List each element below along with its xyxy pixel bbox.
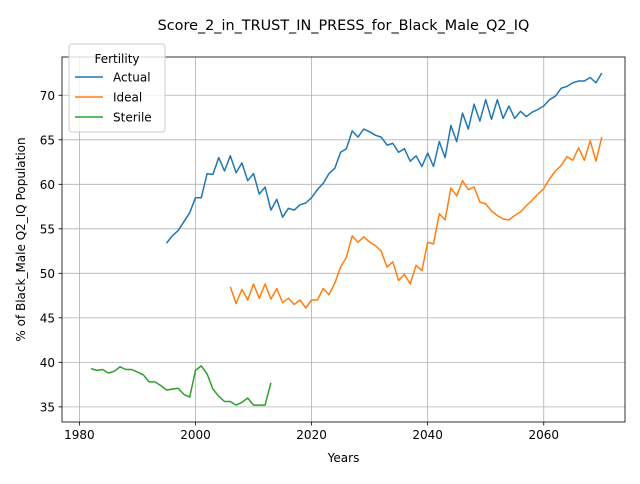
y-tick-label: 45 [40, 311, 55, 325]
legend-label-ideal: Ideal [113, 91, 142, 105]
legend-title: Fertility [94, 52, 139, 66]
y-axis-label: % of Black_Male Q2_IQ Population [14, 137, 28, 341]
plot-frame [61, 56, 626, 423]
y-axis-ticks: 35 40 45 50 55 60 65 70 [40, 89, 62, 414]
x-axis-ticks: 1980 2000 2020 2040 2060 [64, 422, 559, 442]
legend-label-actual: Actual [113, 71, 151, 85]
y-tick-label: 50 [40, 267, 55, 281]
y-tick-label: 70 [40, 89, 55, 103]
y-tick-label: 40 [40, 356, 55, 370]
y-tick-label: 65 [40, 133, 55, 147]
x-axis-label: Years [327, 451, 360, 465]
chart-title: Score_2_in_TRUST_IN_PRESS_for_Black_Male… [158, 18, 530, 34]
x-tick-label: 1980 [64, 428, 95, 442]
x-tick-label: 2040 [412, 428, 443, 442]
y-tick-label: 60 [40, 178, 55, 192]
legend-entries: Actual Ideal Sterile [75, 71, 152, 125]
series-line-actual [165, 72, 603, 244]
legend-box [68, 43, 166, 133]
y-tick-label: 35 [40, 400, 55, 414]
series-line-sterile [90, 365, 272, 406]
series-lines [90, 72, 603, 406]
series-line-ideal [229, 136, 603, 309]
legend: Fertility Actual Ideal Sterile [68, 43, 166, 133]
x-tick-label: 2020 [296, 428, 327, 442]
x-tick-label: 2000 [180, 428, 211, 442]
x-tick-label: 2060 [528, 428, 559, 442]
y-tick-label: 55 [40, 222, 55, 236]
gridlines [62, 57, 625, 422]
legend-label-sterile: Sterile [113, 111, 152, 125]
